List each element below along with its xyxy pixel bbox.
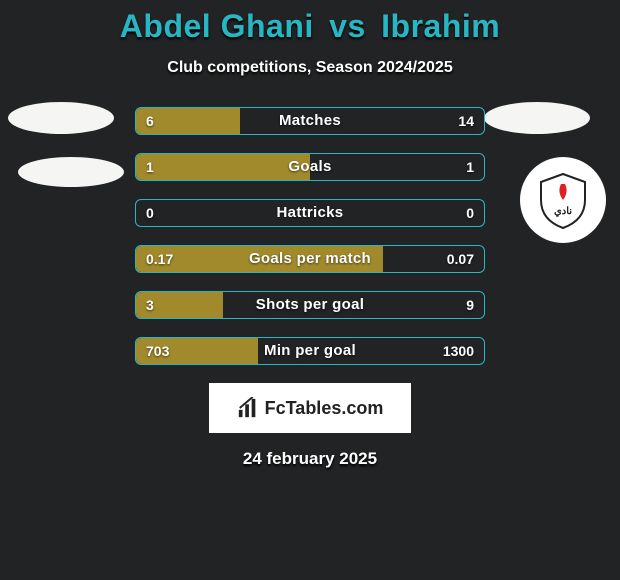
stat-right-value: 1300 xyxy=(443,338,474,364)
player1-badge-placeholder-2 xyxy=(18,157,124,187)
stat-label: Hattricks xyxy=(136,200,484,226)
brand-box: FcTables.com xyxy=(209,383,411,433)
vs-label: vs xyxy=(329,8,366,44)
stat-right-value: 1 xyxy=(466,154,474,180)
stat-right-value: 14 xyxy=(458,108,474,134)
stat-right-value: 9 xyxy=(466,292,474,318)
player1-badge-placeholder-1 xyxy=(8,102,114,134)
stat-row: 6Matches14 xyxy=(135,107,485,135)
player2-name: Ibrahim xyxy=(381,8,500,44)
stat-row: 0.17Goals per match0.07 xyxy=(135,245,485,273)
club-crest-icon: نادي xyxy=(533,170,593,230)
enppi-club-badge: نادي xyxy=(520,157,606,243)
chart-area: نادي 6Matches14 1Goals1 0Hattricks0 0.17Goa… xyxy=(0,107,620,365)
stat-label: Shots per goal xyxy=(136,292,484,318)
stat-right-value: 0 xyxy=(466,200,474,226)
stat-row: 703Min per goal1300 xyxy=(135,337,485,365)
player1-name: Abdel Ghani xyxy=(120,8,314,44)
brand-text: FcTables.com xyxy=(265,398,384,419)
stat-label: Matches xyxy=(136,108,484,134)
svg-text:نادي: نادي xyxy=(554,206,572,217)
stat-label: Goals xyxy=(136,154,484,180)
bar-chart-icon xyxy=(237,397,259,419)
stat-row: 1Goals1 xyxy=(135,153,485,181)
page-title: Abdel Ghani vs Ibrahim xyxy=(0,0,620,45)
date-line: 24 february 2025 xyxy=(0,449,620,469)
stat-label: Goals per match xyxy=(136,246,484,272)
stat-row: 0Hattricks0 xyxy=(135,199,485,227)
stat-row: 3Shots per goal9 xyxy=(135,291,485,319)
player2-badge-placeholder-1 xyxy=(484,102,590,134)
stats-bars: 6Matches14 1Goals1 0Hattricks0 0.17Goals pe… xyxy=(135,107,485,365)
stat-label: Min per goal xyxy=(136,338,484,364)
stat-right-value: 0.07 xyxy=(447,246,474,272)
subtitle: Club competitions, Season 2024/2025 xyxy=(0,59,620,77)
